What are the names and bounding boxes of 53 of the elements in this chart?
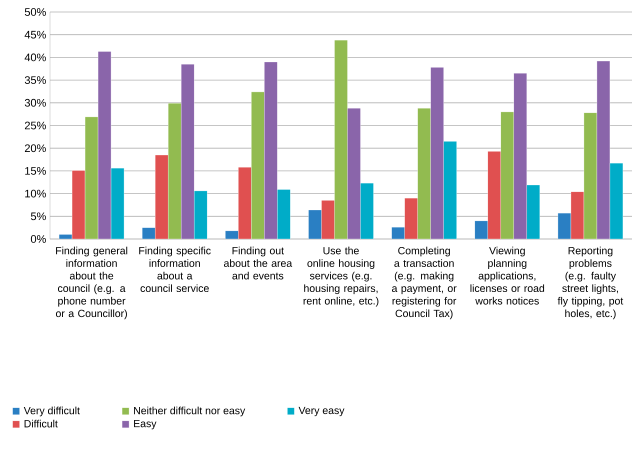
x-tick-label: Completing a transaction (e.g. making a payment, or registering for Council Tax) — [392, 246, 457, 320]
y-tick-label: 50% — [24, 8, 46, 16]
bar — [168, 103, 182, 239]
bar — [360, 183, 374, 239]
bar — [181, 64, 194, 239]
legend-label: Very difficult — [24, 406, 80, 416]
bar — [570, 192, 584, 239]
bar — [194, 190, 208, 239]
bar — [277, 189, 291, 239]
bar — [84, 116, 98, 239]
bar — [526, 184, 540, 239]
bar — [334, 40, 348, 239]
y-tick-label: 20% — [24, 144, 46, 152]
bar — [474, 220, 488, 239]
bar — [514, 73, 527, 239]
y-tick-label: 5% — [30, 212, 46, 220]
bar — [488, 151, 501, 239]
bar — [610, 163, 624, 239]
bar — [72, 170, 86, 239]
y-tick-label: 15% — [25, 167, 46, 175]
legend-label: Neither difficult nor easy — [134, 406, 246, 416]
y-tick-label: 25% — [24, 122, 46, 130]
y-tick-label: 0% — [30, 235, 46, 243]
legend-label: Difficult — [24, 420, 58, 428]
y-tick-label: 30% — [24, 98, 46, 107]
bar — [321, 200, 335, 239]
bar — [238, 167, 252, 239]
bar — [155, 154, 168, 239]
y-tick-label: 40% — [24, 54, 46, 62]
bar — [347, 108, 361, 239]
x-tick-label: Finding out about the area and events — [224, 246, 292, 280]
x-tick-label: Use the online housing services (e.g. housing repairs, rent online, etc.) — [304, 246, 378, 307]
bar — [417, 108, 431, 239]
bar — [443, 141, 457, 239]
bar — [584, 112, 598, 239]
legend-label: Very easy — [298, 406, 344, 416]
bar — [500, 112, 514, 239]
bar — [430, 67, 444, 239]
y-tick-label: 45% — [24, 30, 46, 39]
bar — [404, 198, 418, 239]
x-tick-label: Finding general information about the council (e.g. a phone number or a Councillor) — [56, 246, 128, 320]
legend-label: Easy — [134, 420, 156, 430]
x-tick-label: Reporting problems (e.g. faulty street lights, fly tipping, pot holes, etc.) — [558, 246, 624, 320]
bar — [251, 92, 265, 239]
y-tick-label: 35% — [24, 76, 46, 84]
bar — [98, 51, 112, 239]
x-tick-label: Viewing planning applications, licenses or road works notices — [470, 246, 544, 305]
bar — [392, 227, 405, 239]
x-tick-label: Finding specific information about a council service — [139, 246, 211, 292]
bar — [264, 62, 278, 239]
bar — [596, 60, 610, 239]
bar — [110, 168, 124, 239]
y-tick-label: 10% — [25, 190, 46, 198]
